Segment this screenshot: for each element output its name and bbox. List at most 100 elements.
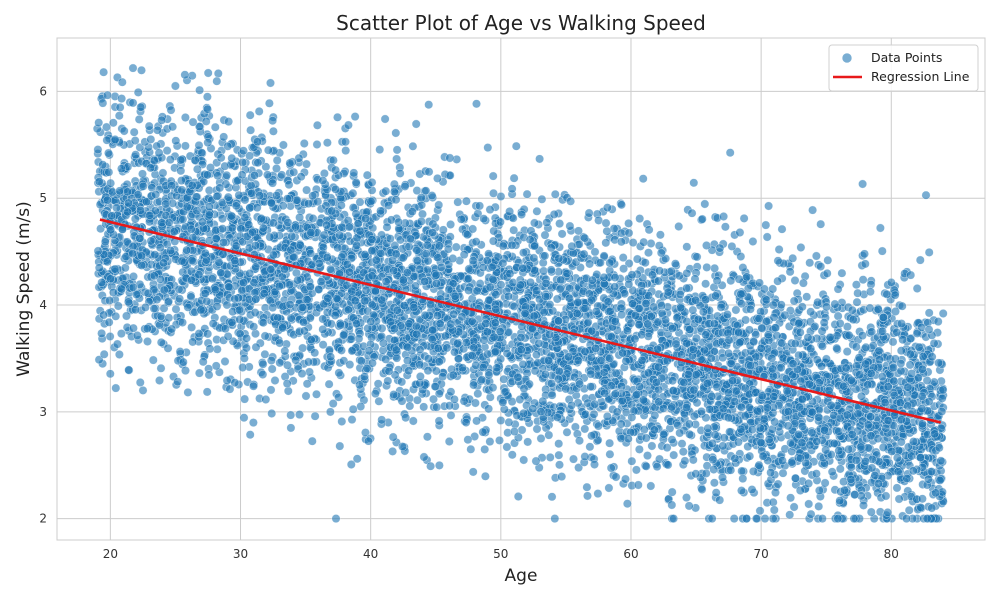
data-point bbox=[130, 136, 140, 146]
data-point bbox=[569, 454, 578, 464]
data-point bbox=[330, 310, 340, 320]
data-point bbox=[445, 170, 455, 180]
data-point bbox=[777, 338, 787, 348]
data-point bbox=[456, 214, 466, 224]
data-point bbox=[297, 369, 307, 379]
data-point bbox=[100, 237, 110, 247]
data-point bbox=[484, 370, 494, 380]
data-point bbox=[886, 278, 896, 287]
data-point bbox=[726, 465, 736, 475]
data-point bbox=[263, 170, 272, 180]
data-point bbox=[405, 401, 415, 411]
data-point bbox=[418, 209, 427, 219]
data-point bbox=[197, 148, 207, 158]
data-point bbox=[375, 145, 385, 155]
data-point bbox=[511, 141, 521, 151]
data-point bbox=[470, 398, 480, 408]
data-point bbox=[489, 188, 498, 198]
data-point bbox=[751, 514, 761, 524]
data-point bbox=[709, 478, 719, 488]
data-point bbox=[419, 452, 429, 462]
data-point bbox=[555, 460, 564, 470]
data-point bbox=[180, 113, 190, 122]
data-point bbox=[331, 514, 341, 524]
data-point bbox=[526, 277, 535, 287]
data-point bbox=[334, 368, 344, 378]
data-point bbox=[227, 317, 237, 327]
data-point bbox=[635, 214, 645, 224]
data-point bbox=[352, 454, 362, 464]
data-point bbox=[682, 493, 691, 503]
data-point bbox=[93, 145, 103, 155]
data-point bbox=[94, 355, 104, 365]
data-point bbox=[795, 486, 805, 495]
data-point bbox=[786, 493, 796, 503]
data-point bbox=[434, 460, 444, 470]
data-point bbox=[496, 416, 506, 425]
data-point bbox=[562, 427, 572, 437]
data-point bbox=[865, 303, 875, 313]
data-point bbox=[814, 501, 824, 511]
data-point bbox=[98, 98, 108, 108]
data-point bbox=[112, 339, 122, 349]
data-point bbox=[802, 292, 812, 302]
data-points bbox=[92, 63, 948, 524]
data-point bbox=[582, 482, 592, 492]
data-point bbox=[446, 410, 456, 420]
data-point bbox=[241, 343, 251, 353]
data-point bbox=[697, 407, 706, 416]
data-point bbox=[682, 242, 692, 252]
data-point bbox=[517, 425, 527, 435]
data-point bbox=[239, 413, 249, 423]
data-point bbox=[866, 412, 876, 422]
data-point bbox=[166, 105, 176, 115]
data-point bbox=[225, 384, 235, 394]
data-point bbox=[532, 350, 541, 360]
data-point bbox=[165, 155, 175, 165]
data-point bbox=[540, 230, 550, 240]
data-point bbox=[829, 438, 839, 448]
data-point bbox=[114, 350, 124, 359]
data-point bbox=[239, 353, 249, 363]
data-point bbox=[480, 444, 490, 454]
data-point bbox=[756, 343, 766, 353]
data-point bbox=[804, 499, 814, 509]
data-point bbox=[384, 200, 393, 210]
data-point bbox=[235, 315, 245, 324]
data-point bbox=[725, 148, 735, 158]
data-point bbox=[739, 213, 749, 223]
data-point bbox=[710, 263, 720, 273]
data-point bbox=[479, 335, 489, 345]
data-point bbox=[875, 223, 885, 233]
data-point bbox=[530, 218, 539, 228]
data-point bbox=[475, 279, 485, 289]
data-point bbox=[202, 387, 212, 397]
data-point bbox=[766, 468, 776, 478]
data-point bbox=[544, 430, 554, 440]
data-point bbox=[674, 222, 684, 231]
data-point bbox=[805, 258, 815, 268]
data-point bbox=[905, 360, 915, 370]
data-point bbox=[684, 501, 694, 511]
data-point bbox=[842, 347, 852, 357]
data-point bbox=[163, 343, 173, 353]
data-point bbox=[817, 326, 827, 336]
data-point bbox=[347, 415, 357, 425]
data-point bbox=[590, 247, 600, 257]
data-point bbox=[593, 489, 603, 499]
data-point bbox=[832, 343, 842, 353]
data-point bbox=[601, 238, 611, 248]
data-point bbox=[499, 374, 509, 384]
data-point bbox=[605, 438, 615, 448]
data-point bbox=[94, 118, 104, 128]
data-point bbox=[283, 360, 292, 370]
data-point bbox=[364, 436, 373, 446]
data-point bbox=[266, 78, 275, 88]
data-point bbox=[532, 206, 542, 216]
data-point bbox=[848, 315, 858, 325]
data-point bbox=[361, 428, 370, 438]
data-point bbox=[260, 349, 270, 359]
data-point bbox=[187, 71, 197, 81]
